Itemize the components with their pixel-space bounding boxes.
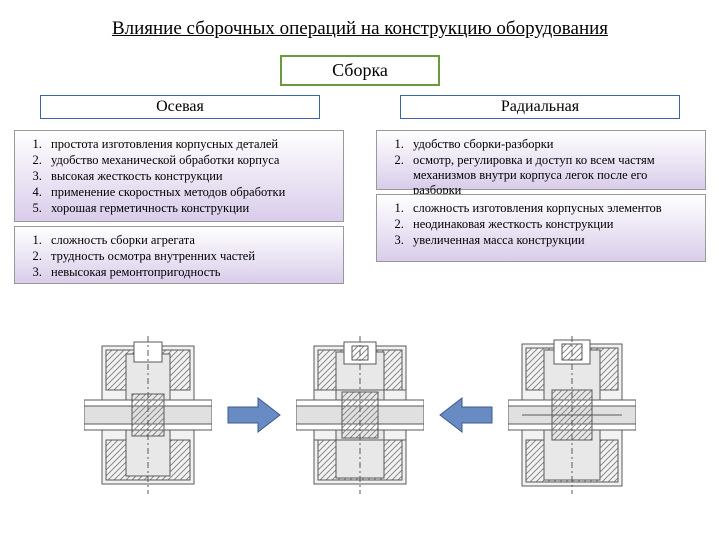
list-radial-cons: сложность изготовления корпусных элемент… [381, 201, 697, 248]
list-item: невысокая ремонтопригодность [45, 265, 335, 280]
mechanism-drawing-1 [84, 336, 212, 494]
panel-radial-cons: сложность изготовления корпусных элемент… [376, 194, 706, 262]
list-item: сложность изготовления корпусных элемент… [407, 201, 697, 216]
list-item: осмотр, регулировка и доступ ко всем час… [407, 153, 697, 198]
list-item: увеличенная масса конструкции [407, 233, 697, 248]
mechanism-drawing-2 [296, 336, 424, 494]
list-radial-pros: удобство сборки-разборки осмотр, регулир… [381, 137, 697, 198]
list-item: простота изготовления корпусных деталей [45, 137, 335, 152]
list-axial-pros: простота изготовления корпусных деталей … [19, 137, 335, 216]
list-item: удобство сборки-разборки [407, 137, 697, 152]
list-axial-cons: сложность сборки агрегата трудность осмо… [19, 233, 335, 280]
column-header-axial: Осевая [40, 95, 320, 119]
list-item: хорошая герметичность конструкции [45, 201, 335, 216]
list-item: применение скоростных методов обработки [45, 185, 335, 200]
mechanism-drawing-3 [508, 336, 636, 494]
page-title: Влияние сборочных операций на конструкци… [0, 0, 720, 40]
column-header-radial: Радиальная [400, 95, 680, 119]
panel-radial-pros: удобство сборки-разборки осмотр, регулир… [376, 130, 706, 190]
arrow-right-icon [226, 396, 282, 434]
panel-axial-cons: сложность сборки агрегата трудность осмо… [14, 226, 344, 284]
list-item: трудность осмотра внутренних частей [45, 249, 335, 264]
list-item: сложность сборки агрегата [45, 233, 335, 248]
list-item: высокая жесткость конструкции [45, 169, 335, 184]
assembly-header: Сборка [280, 55, 440, 86]
list-item: удобство механической обработки корпуса [45, 153, 335, 168]
list-item: неодинаковая жесткость конструкции [407, 217, 697, 232]
arrow-left-icon [438, 396, 494, 434]
diagram-row [0, 320, 720, 510]
panel-axial-pros: простота изготовления корпусных деталей … [14, 130, 344, 222]
